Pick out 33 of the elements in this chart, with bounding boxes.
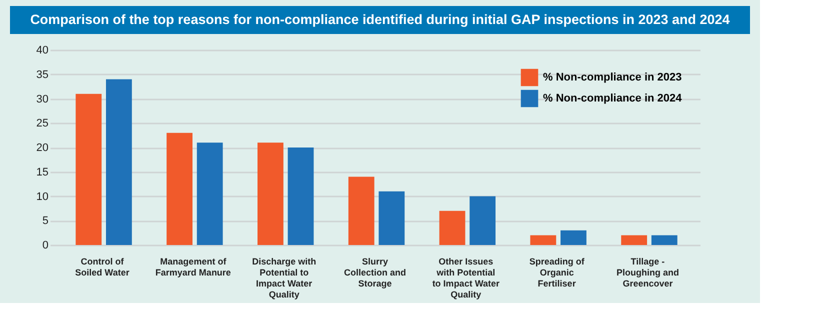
- bar: [348, 176, 374, 245]
- x-tick-label: Management of Farmyard Manure: [155, 256, 231, 278]
- x-tick-label: Discharge with Potential to Impact Water Quality: [252, 256, 316, 300]
- bar: [470, 196, 496, 245]
- y-tick-label: 5: [42, 215, 48, 228]
- bar: [378, 191, 405, 245]
- x-tick-label: Slurry Collection and Storage: [344, 256, 406, 288]
- bar: [439, 210, 466, 245]
- bar: [651, 235, 678, 245]
- bar: [76, 94, 102, 245]
- y-tick-label: 15: [36, 166, 48, 178]
- x-tick-label: Other Issues with Potential to Impact Water Quality: [432, 256, 500, 300]
- bar: [166, 132, 192, 245]
- y-tick-label: 0: [42, 240, 48, 252]
- legend-label: % Non-compliance in 2023: [543, 72, 682, 84]
- y-tick-label: 30: [36, 93, 48, 106]
- x-tick-label: Spreading of Organic Fertiliser: [529, 256, 586, 288]
- bar: [106, 79, 132, 245]
- bar: [288, 148, 314, 245]
- bar: [530, 235, 556, 245]
- bar: [258, 142, 284, 245]
- legend-label: % Non-compliance in 2024: [543, 92, 683, 104]
- y-tick-label: 25: [36, 118, 48, 130]
- x-tick-label: Control of Soiled Water: [75, 256, 130, 278]
- y-tick-label: 40: [36, 44, 48, 56]
- y-tick-label: 10: [36, 190, 48, 203]
- bar: [621, 235, 648, 245]
- y-tick-label: 35: [36, 68, 48, 81]
- x-tick-label: Tillage - Ploughing and Greencover: [616, 256, 679, 288]
- y-tick-label: 20: [36, 142, 48, 154]
- chart-title: Comparison of the top reasons for non-compliance identified during initial GAP inspections in 2023 and 2024: [30, 12, 730, 27]
- bar: [560, 230, 586, 245]
- bar: [196, 142, 223, 245]
